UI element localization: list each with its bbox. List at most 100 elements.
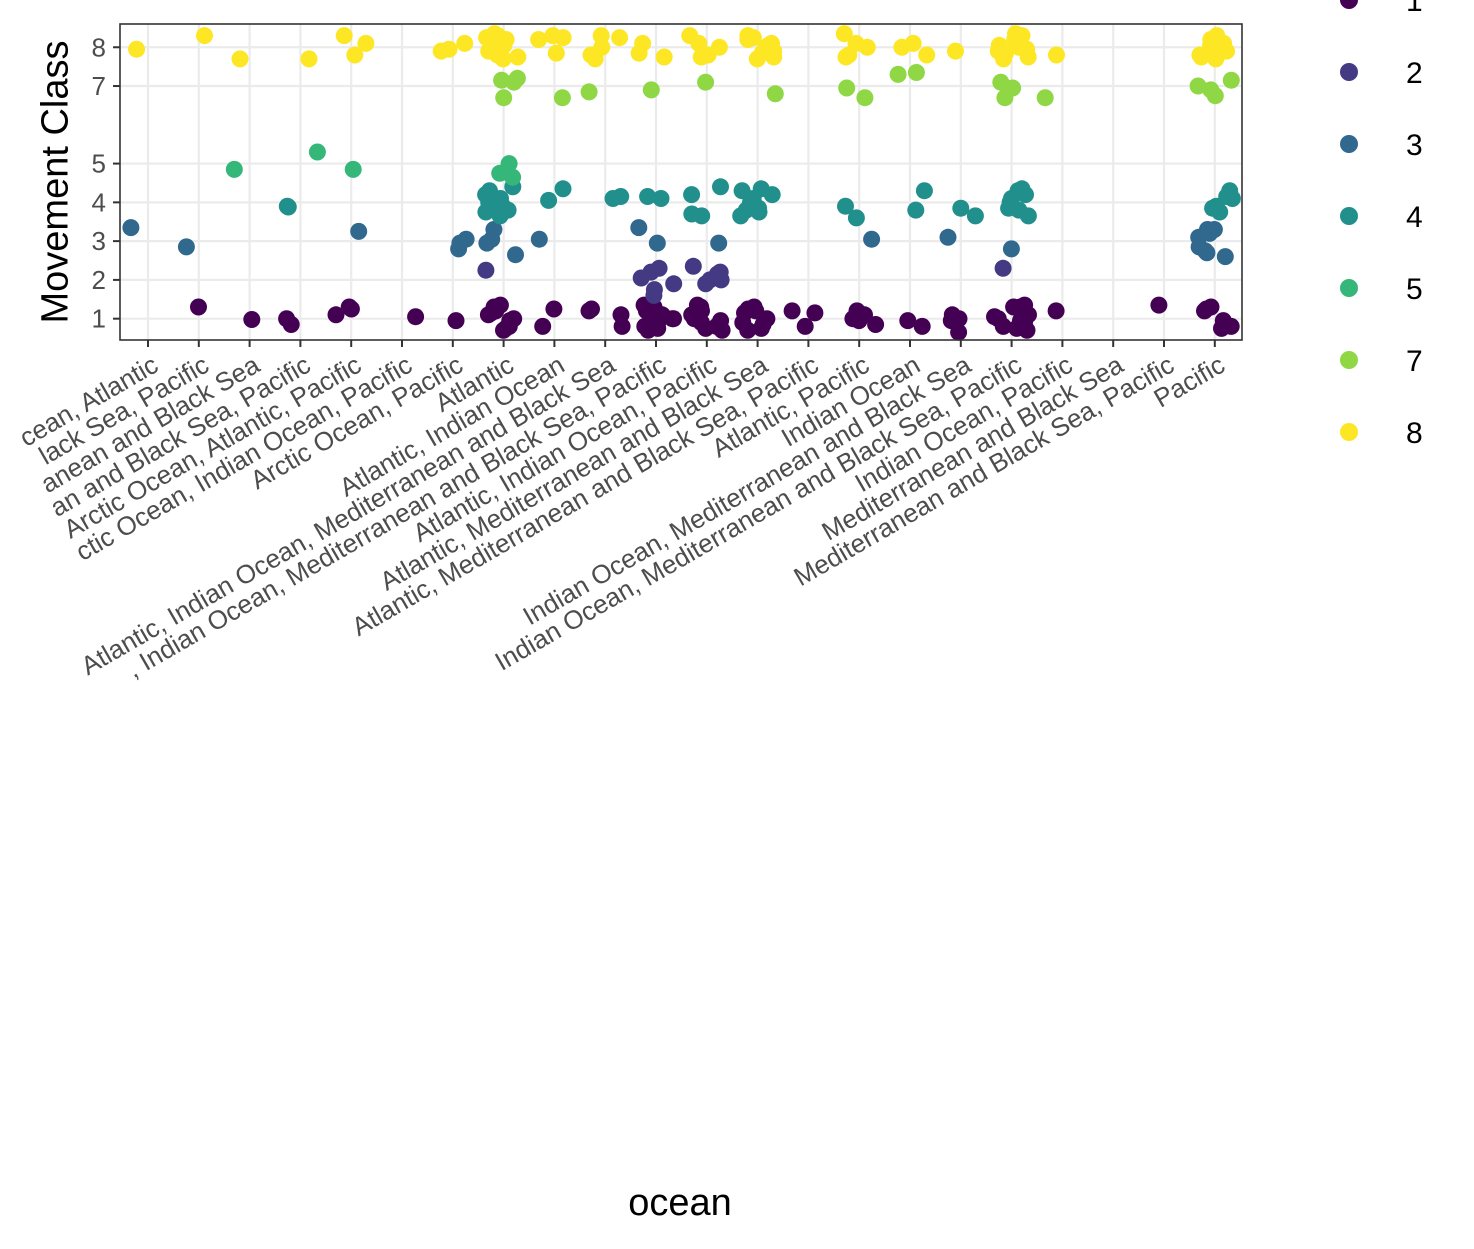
- data-point-class-3: [478, 234, 496, 252]
- grid-lines: [120, 24, 1242, 340]
- data-point-class-8: [947, 42, 964, 60]
- data-point-class-1: [1222, 317, 1240, 335]
- data-point-class-1: [754, 316, 772, 333]
- data-point-class-7: [996, 89, 1014, 107]
- data-point-class-3: [177, 238, 195, 256]
- data-point-class-2: [697, 275, 715, 293]
- data-point-class-8: [893, 38, 911, 56]
- legend-key-7: [1340, 351, 1358, 369]
- data-point-class-1: [482, 304, 500, 322]
- legend-label: 1: [1406, 0, 1423, 18]
- data-point-class-4: [915, 182, 933, 200]
- data-point-class-3: [630, 219, 648, 237]
- data-point-class-7: [642, 81, 660, 99]
- data-point-class-7: [838, 79, 856, 97]
- data-point-class-8: [744, 29, 762, 47]
- data-point-class-1: [447, 312, 465, 330]
- data-point-class-4: [683, 186, 701, 204]
- data-point-class-8: [1019, 48, 1037, 66]
- data-point-class-1: [783, 302, 801, 320]
- panel-border: [119, 23, 1243, 341]
- legend-label: 2: [1406, 57, 1423, 90]
- data-point-class-7: [766, 85, 784, 103]
- data-point-class-1: [899, 312, 917, 330]
- data-point-class-1: [1008, 319, 1026, 337]
- data-point-class-8: [1007, 25, 1024, 43]
- data-point-class-4: [554, 180, 572, 198]
- data-point-class-8: [835, 25, 853, 43]
- data-point-class-4: [540, 191, 558, 209]
- data-point-class-3: [1002, 240, 1020, 258]
- data-point-class-1: [1047, 302, 1065, 320]
- data-point-class-1: [712, 312, 730, 330]
- data-point-class-1: [796, 317, 814, 335]
- data-point-class-1: [613, 317, 631, 335]
- data-point-class-1: [407, 308, 425, 326]
- data-point-class-2: [645, 281, 663, 299]
- data-point-class-1: [243, 311, 261, 328]
- data-point-class-4: [847, 209, 865, 227]
- data-point-class-8: [544, 27, 562, 45]
- data-point-class-1: [867, 316, 885, 333]
- legend: 1 2 3 4 5 7 8: [1340, 0, 1423, 450]
- data-point-class-1: [734, 314, 752, 332]
- y-tick-label: 3: [92, 226, 106, 256]
- legend-label: 5: [1406, 273, 1423, 306]
- data-point-class-4: [493, 199, 511, 217]
- data-point-class-1: [688, 296, 706, 314]
- data-point-class-3: [648, 234, 666, 252]
- data-point-class-8: [300, 50, 318, 68]
- data-point-class-3: [1216, 248, 1234, 266]
- data-point-class-4: [1218, 188, 1236, 205]
- data-point-class-2: [684, 257, 702, 275]
- data-point-class-8: [530, 31, 548, 48]
- data-point-class-5: [504, 168, 522, 186]
- data-point-class-2: [632, 269, 650, 287]
- y-tick-label: 7: [92, 71, 106, 101]
- data-point-class-1: [1197, 300, 1215, 318]
- data-point-class-1: [583, 300, 600, 318]
- data-point-class-7: [1222, 71, 1240, 89]
- y-tick-label: 1: [92, 304, 106, 334]
- legend-label: 8: [1406, 417, 1423, 450]
- x-axis-title: ocean: [628, 1182, 732, 1224]
- data-point-class-8: [456, 34, 474, 52]
- data-point-class-8: [655, 48, 673, 66]
- data-point-class-8: [509, 48, 527, 66]
- data-point-class-3: [863, 230, 881, 248]
- data-point-class-3: [939, 228, 957, 246]
- legend-key-1: [1340, 0, 1358, 9]
- data-point-class-8: [231, 50, 249, 68]
- data-point-class-8: [690, 34, 708, 52]
- data-point-class-7: [889, 65, 907, 83]
- data-point-class-8: [489, 46, 506, 64]
- data-point-class-8: [858, 38, 876, 56]
- data-point-class-4: [712, 178, 729, 196]
- data-point-class-1: [282, 316, 300, 333]
- legend-key-8: [1340, 423, 1358, 441]
- data-point-class-7: [907, 64, 925, 81]
- data-point-class-3: [1199, 221, 1216, 238]
- data-point-class-4: [604, 190, 622, 207]
- y-axis-title: Movement Class: [34, 41, 76, 324]
- data-point-class-7: [1202, 81, 1220, 99]
- data-point-class-1: [637, 302, 655, 320]
- data-point-class-7: [553, 89, 571, 107]
- data-point-class-1: [1150, 296, 1168, 314]
- data-point-class-1: [850, 312, 868, 330]
- data-point-class-4: [652, 190, 670, 207]
- data-point-class-8: [918, 46, 936, 64]
- data-point-class-8: [611, 29, 629, 47]
- legend-key-3: [1340, 135, 1358, 153]
- data-point-class-5: [344, 160, 362, 178]
- data-point-class-1: [697, 319, 715, 337]
- data-point-class-8: [692, 48, 710, 66]
- data-point-class-7: [580, 83, 598, 101]
- legend-key-2: [1340, 63, 1358, 81]
- data-point-class-2: [712, 271, 730, 289]
- data-point-class-4: [837, 197, 854, 215]
- data-point-class-8: [586, 50, 604, 68]
- data-point-class-8: [478, 29, 496, 47]
- data-point-class-1: [986, 308, 1003, 326]
